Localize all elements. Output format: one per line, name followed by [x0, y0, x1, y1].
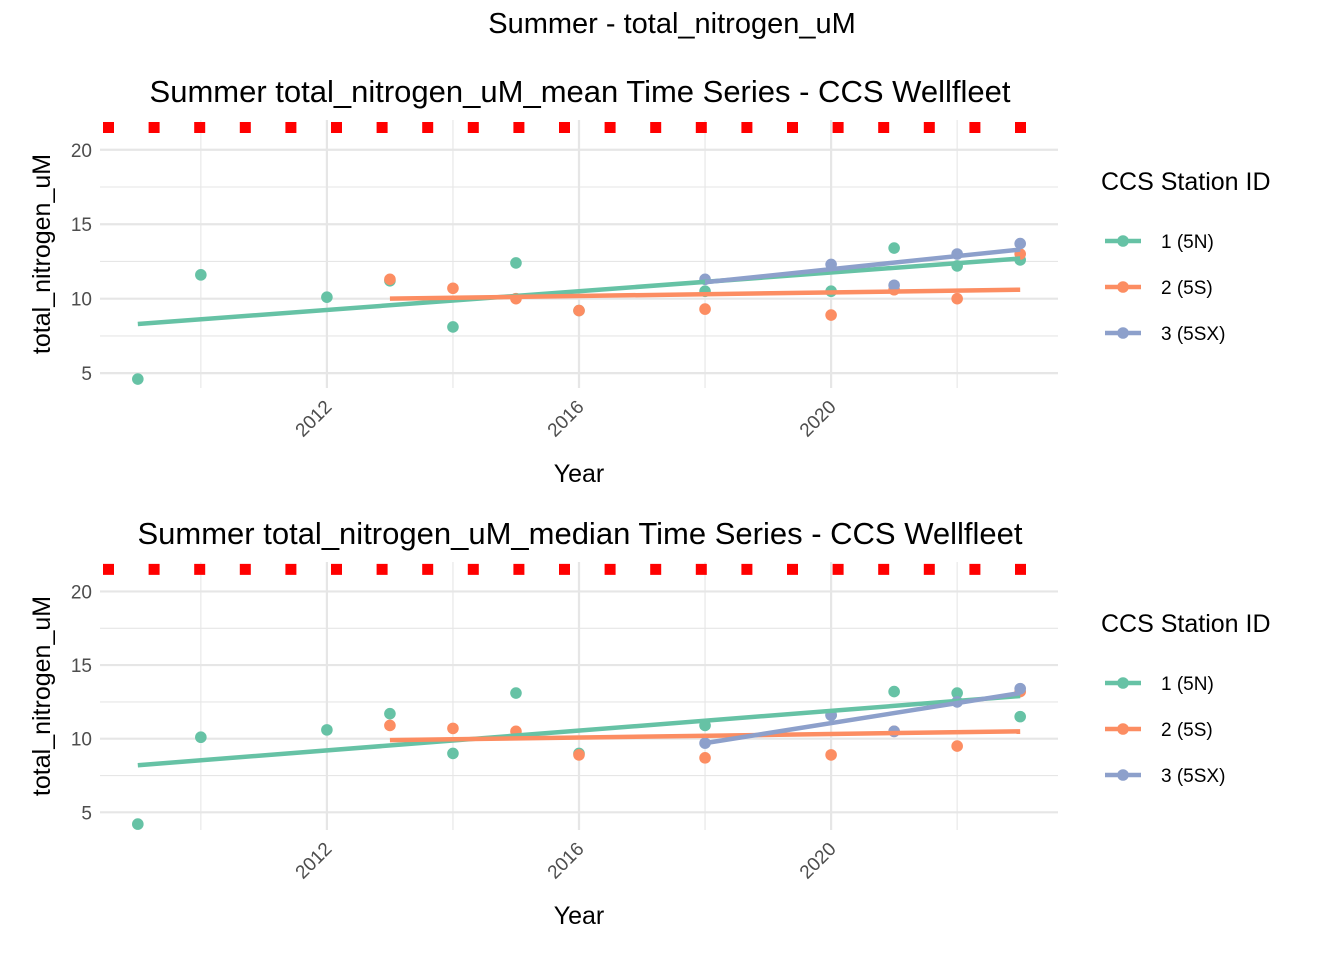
data-point — [384, 273, 396, 286]
y-tick-label: 15 — [71, 656, 92, 677]
legend-label: 1 (5N) — [1161, 674, 1214, 695]
trend-line — [389, 729, 1021, 743]
legend: CCS Station ID 1 (5N) 2 (5S) 3 (5SX) — [1101, 168, 1271, 345]
legend: CCS Station ID 1 (5N) 2 (5S) 3 (5SX) — [1101, 610, 1271, 787]
legend-title: CCS Station ID — [1101, 168, 1271, 196]
x-tick-label: 2020 — [796, 839, 841, 884]
data-point — [951, 687, 963, 699]
chart-title: Summer total_nitrogen_uM_median Time Ser… — [137, 516, 1022, 551]
y-tick-label: 20 — [71, 582, 92, 603]
data-point — [888, 242, 900, 254]
y-tick-label: 5 — [81, 803, 92, 824]
legend-key-point — [1117, 769, 1129, 781]
data-point — [132, 373, 144, 385]
y-tick-label: 15 — [71, 215, 92, 236]
chart-panel-mean: Summer total_nitrogen_uM_mean Time Serie… — [28, 74, 1271, 488]
grid — [100, 120, 1058, 388]
chart-title: Summer total_nitrogen_uM_mean Time Serie… — [150, 74, 1011, 109]
data-point — [1014, 710, 1026, 723]
data-point — [888, 279, 900, 292]
y-tick-label: 10 — [71, 730, 92, 751]
trend-line — [389, 287, 1021, 301]
data-point — [951, 292, 963, 305]
legend-label: 3 (5SX) — [1161, 766, 1225, 787]
legend-label: 2 (5S) — [1161, 278, 1213, 299]
y-axis-label: total_nitrogen_uM — [28, 596, 56, 796]
data-point — [321, 291, 333, 303]
legend-key-point — [1117, 235, 1129, 247]
data-point — [447, 722, 459, 735]
legend-key-point — [1117, 281, 1129, 293]
data-point — [699, 303, 711, 315]
data-point — [888, 685, 900, 698]
main-title: Summer - total_nitrogen_uM — [488, 8, 856, 40]
data-point — [321, 724, 333, 736]
y-axis-label: total_nitrogen_uM — [28, 154, 56, 354]
data-point — [195, 269, 207, 281]
trend-line — [704, 690, 1021, 746]
y-tick-label: 5 — [81, 364, 92, 385]
x-tick-label: 2012 — [292, 839, 337, 884]
data-point — [825, 749, 837, 761]
y-tick-label: 10 — [71, 290, 92, 311]
data-point — [951, 740, 963, 752]
x-axis-label: Year — [554, 902, 605, 930]
legend-label: 3 (5SX) — [1161, 324, 1225, 345]
trend-line — [137, 693, 1021, 768]
x-axis-label: Year — [554, 460, 605, 488]
legend-label: 1 (5N) — [1161, 232, 1214, 253]
data-point — [132, 818, 144, 830]
data-point — [510, 687, 522, 699]
data-point — [447, 321, 459, 333]
trend-line — [137, 256, 1021, 327]
x-tick-label: 2016 — [544, 839, 589, 884]
legend-title: CCS Station ID — [1101, 610, 1271, 638]
grid — [100, 562, 1058, 830]
y-tick-label: 20 — [71, 141, 92, 162]
data-point — [573, 304, 585, 317]
data-point — [447, 747, 459, 760]
chart-svg: Summer total_nitrogen_uM_mean Time Serie… — [28, 74, 1271, 488]
legend-key-point — [1117, 677, 1129, 689]
legend-key-point — [1117, 723, 1129, 735]
data-point — [699, 752, 711, 764]
data-point — [384, 719, 396, 732]
data-point — [384, 707, 396, 720]
data-point — [573, 749, 585, 761]
data-point — [447, 282, 459, 295]
data-point — [1014, 237, 1026, 250]
data-point — [510, 257, 522, 269]
data-point — [195, 731, 207, 744]
data-point — [825, 309, 837, 321]
legend-key-point — [1117, 327, 1129, 339]
legend-label: 2 (5S) — [1161, 720, 1213, 741]
trend-line — [704, 247, 1021, 285]
